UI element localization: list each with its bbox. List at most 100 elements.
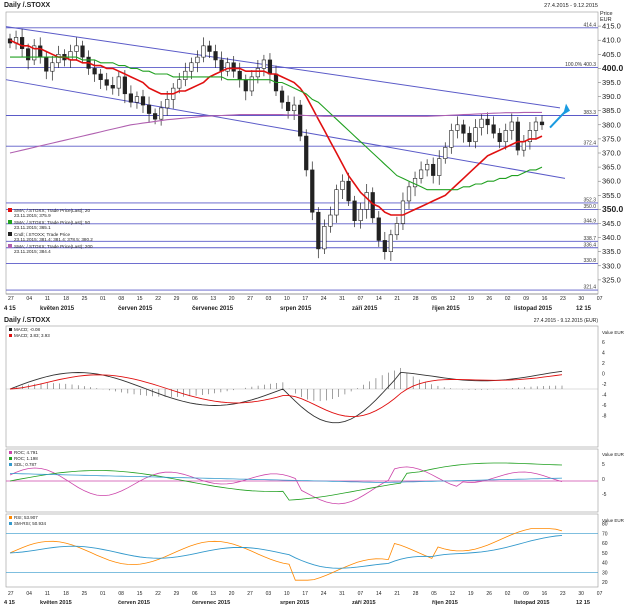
x-day-label: 27 [247, 296, 253, 302]
candle-body [310, 169, 315, 213]
candle-body [394, 223, 400, 236]
candle-body [213, 51, 218, 61]
x-month-label: květen 2015 [40, 306, 75, 312]
x-day-label: 07 [597, 296, 603, 302]
candle-body [116, 76, 121, 89]
legend-entry-value: 23.11.2015; 375.9 [14, 213, 51, 218]
candle-body [497, 132, 502, 143]
candle-body [243, 79, 248, 92]
candle-body [140, 96, 146, 106]
bottom-x-day-label: 05 [431, 591, 437, 597]
bottom-x-day-label: 28 [413, 591, 419, 597]
candle-body [298, 104, 303, 137]
x-month-label: červenec 2015 [192, 306, 234, 312]
candle-body [32, 45, 37, 61]
candle-body [237, 70, 242, 80]
candle-body [50, 62, 55, 72]
x-day-label: 12 [450, 296, 456, 302]
roc-tick-label: 5 [602, 462, 605, 468]
x-day-label: 23 [560, 296, 566, 302]
level-label: 336.4 [583, 242, 596, 248]
candle-body [473, 127, 478, 143]
bottom-x-day-label: 20 [229, 591, 235, 597]
bottom-x-day-label: 06 [192, 591, 198, 597]
macd-tick-label: 4 [602, 351, 605, 357]
candle-body [334, 189, 339, 216]
candle-body [195, 56, 200, 64]
bottom-x-month-label: 12 15 [576, 600, 590, 606]
rsi-tick-label: 70 [602, 531, 608, 537]
y-tick-label: 330.0 [602, 261, 621, 270]
legend-entry-value: 23.11.2015; 384.4 [14, 249, 51, 254]
roc-legend-entry: ROC; 4.791 [14, 450, 38, 455]
y-tick-label: 385.0 [602, 106, 621, 115]
x-month-label: říjen 2015 [432, 306, 460, 312]
bottom-x-month-label: 4 15 [4, 600, 15, 606]
bottom-x-day-label: 24 [321, 591, 327, 597]
sub-panel-frame [5, 325, 599, 448]
bottom-x-day-label: 30 [578, 591, 584, 597]
candle-body [134, 96, 140, 103]
x-day-label: 31 [339, 296, 345, 302]
candle-body [219, 59, 224, 72]
x-day-label: 29 [174, 296, 180, 302]
x-day-label: 02 [505, 296, 511, 302]
x-day-label: 30 [578, 296, 584, 302]
candle-body [128, 93, 134, 103]
candle-body [165, 99, 170, 109]
candle-body [418, 169, 424, 179]
sub-date-range: 27.4.2015 - 9.12.2015 (EUR) [534, 318, 599, 324]
y-tick-label: 370.0 [602, 149, 621, 158]
rsi-legend-entry: RSI; 53.907 [14, 515, 38, 520]
sub-panel-frame [5, 513, 599, 588]
x-day-label: 08 [118, 296, 124, 302]
candle-body [110, 85, 115, 89]
x-day-label: 10 [284, 296, 290, 302]
rsi-tick-label: 60 [602, 541, 608, 547]
level-label: 100.0% 400.3 [565, 62, 596, 68]
x-day-label: 03 [266, 296, 272, 302]
bottom-x-day-label: 13 [210, 591, 216, 597]
bottom-x-day-label: 21 [394, 591, 400, 597]
rsi-tick-label: 40 [602, 561, 608, 567]
bottom-x-month-label: červen 2015 [118, 600, 150, 606]
roc-legend-entry: ROC; 1.198 [14, 456, 38, 461]
projection-arrowhead [563, 103, 570, 115]
main-date-range: 27.4.2015 - 9.12.2015 [544, 3, 598, 9]
macd-line [9, 370, 563, 424]
x-day-label: 19 [468, 296, 474, 302]
y-tick-label: 325.0 [602, 275, 621, 284]
bottom-x-day-label: 18 [63, 591, 69, 597]
roc-legend-swatch [9, 451, 12, 454]
rsi-tick-label: 50 [602, 551, 608, 557]
bottom-x-day-label: 03 [266, 591, 272, 597]
series-sma-200 [9, 111, 542, 154]
candle-body [177, 79, 182, 89]
candle-body [388, 234, 393, 252]
y-tick-label: 405.0 [602, 50, 621, 59]
candle-body [225, 62, 230, 72]
x-day-label: 20 [229, 296, 235, 302]
bottom-x-day-label: 04 [26, 591, 32, 597]
bottom-x-month-label: srpen 2015 [280, 600, 309, 606]
macd-tick-label: 2 [602, 361, 605, 367]
legend-entry: SMA; /.STOXX; Trade Price(Last); 200 [14, 244, 93, 249]
x-month-label: 12 15 [576, 306, 592, 312]
candle-body [279, 90, 285, 103]
candle-body [201, 45, 206, 58]
rsi-tick-label: 20 [602, 580, 608, 586]
x-month-label: srpen 2015 [280, 306, 312, 312]
bottom-x-day-label: 12 [450, 591, 456, 597]
candle-body [364, 192, 369, 210]
candle-body [533, 121, 539, 131]
projection-arrow [549, 110, 567, 129]
bottom-x-day-label: 10 [284, 591, 290, 597]
x-day-label: 06 [192, 296, 198, 302]
candle-body [479, 118, 484, 128]
candle-body [340, 180, 345, 190]
price-unit: EUR [600, 17, 612, 23]
candle-body [189, 62, 194, 72]
y-tick-label: 345.0 [602, 219, 621, 228]
candle-body [491, 124, 496, 134]
